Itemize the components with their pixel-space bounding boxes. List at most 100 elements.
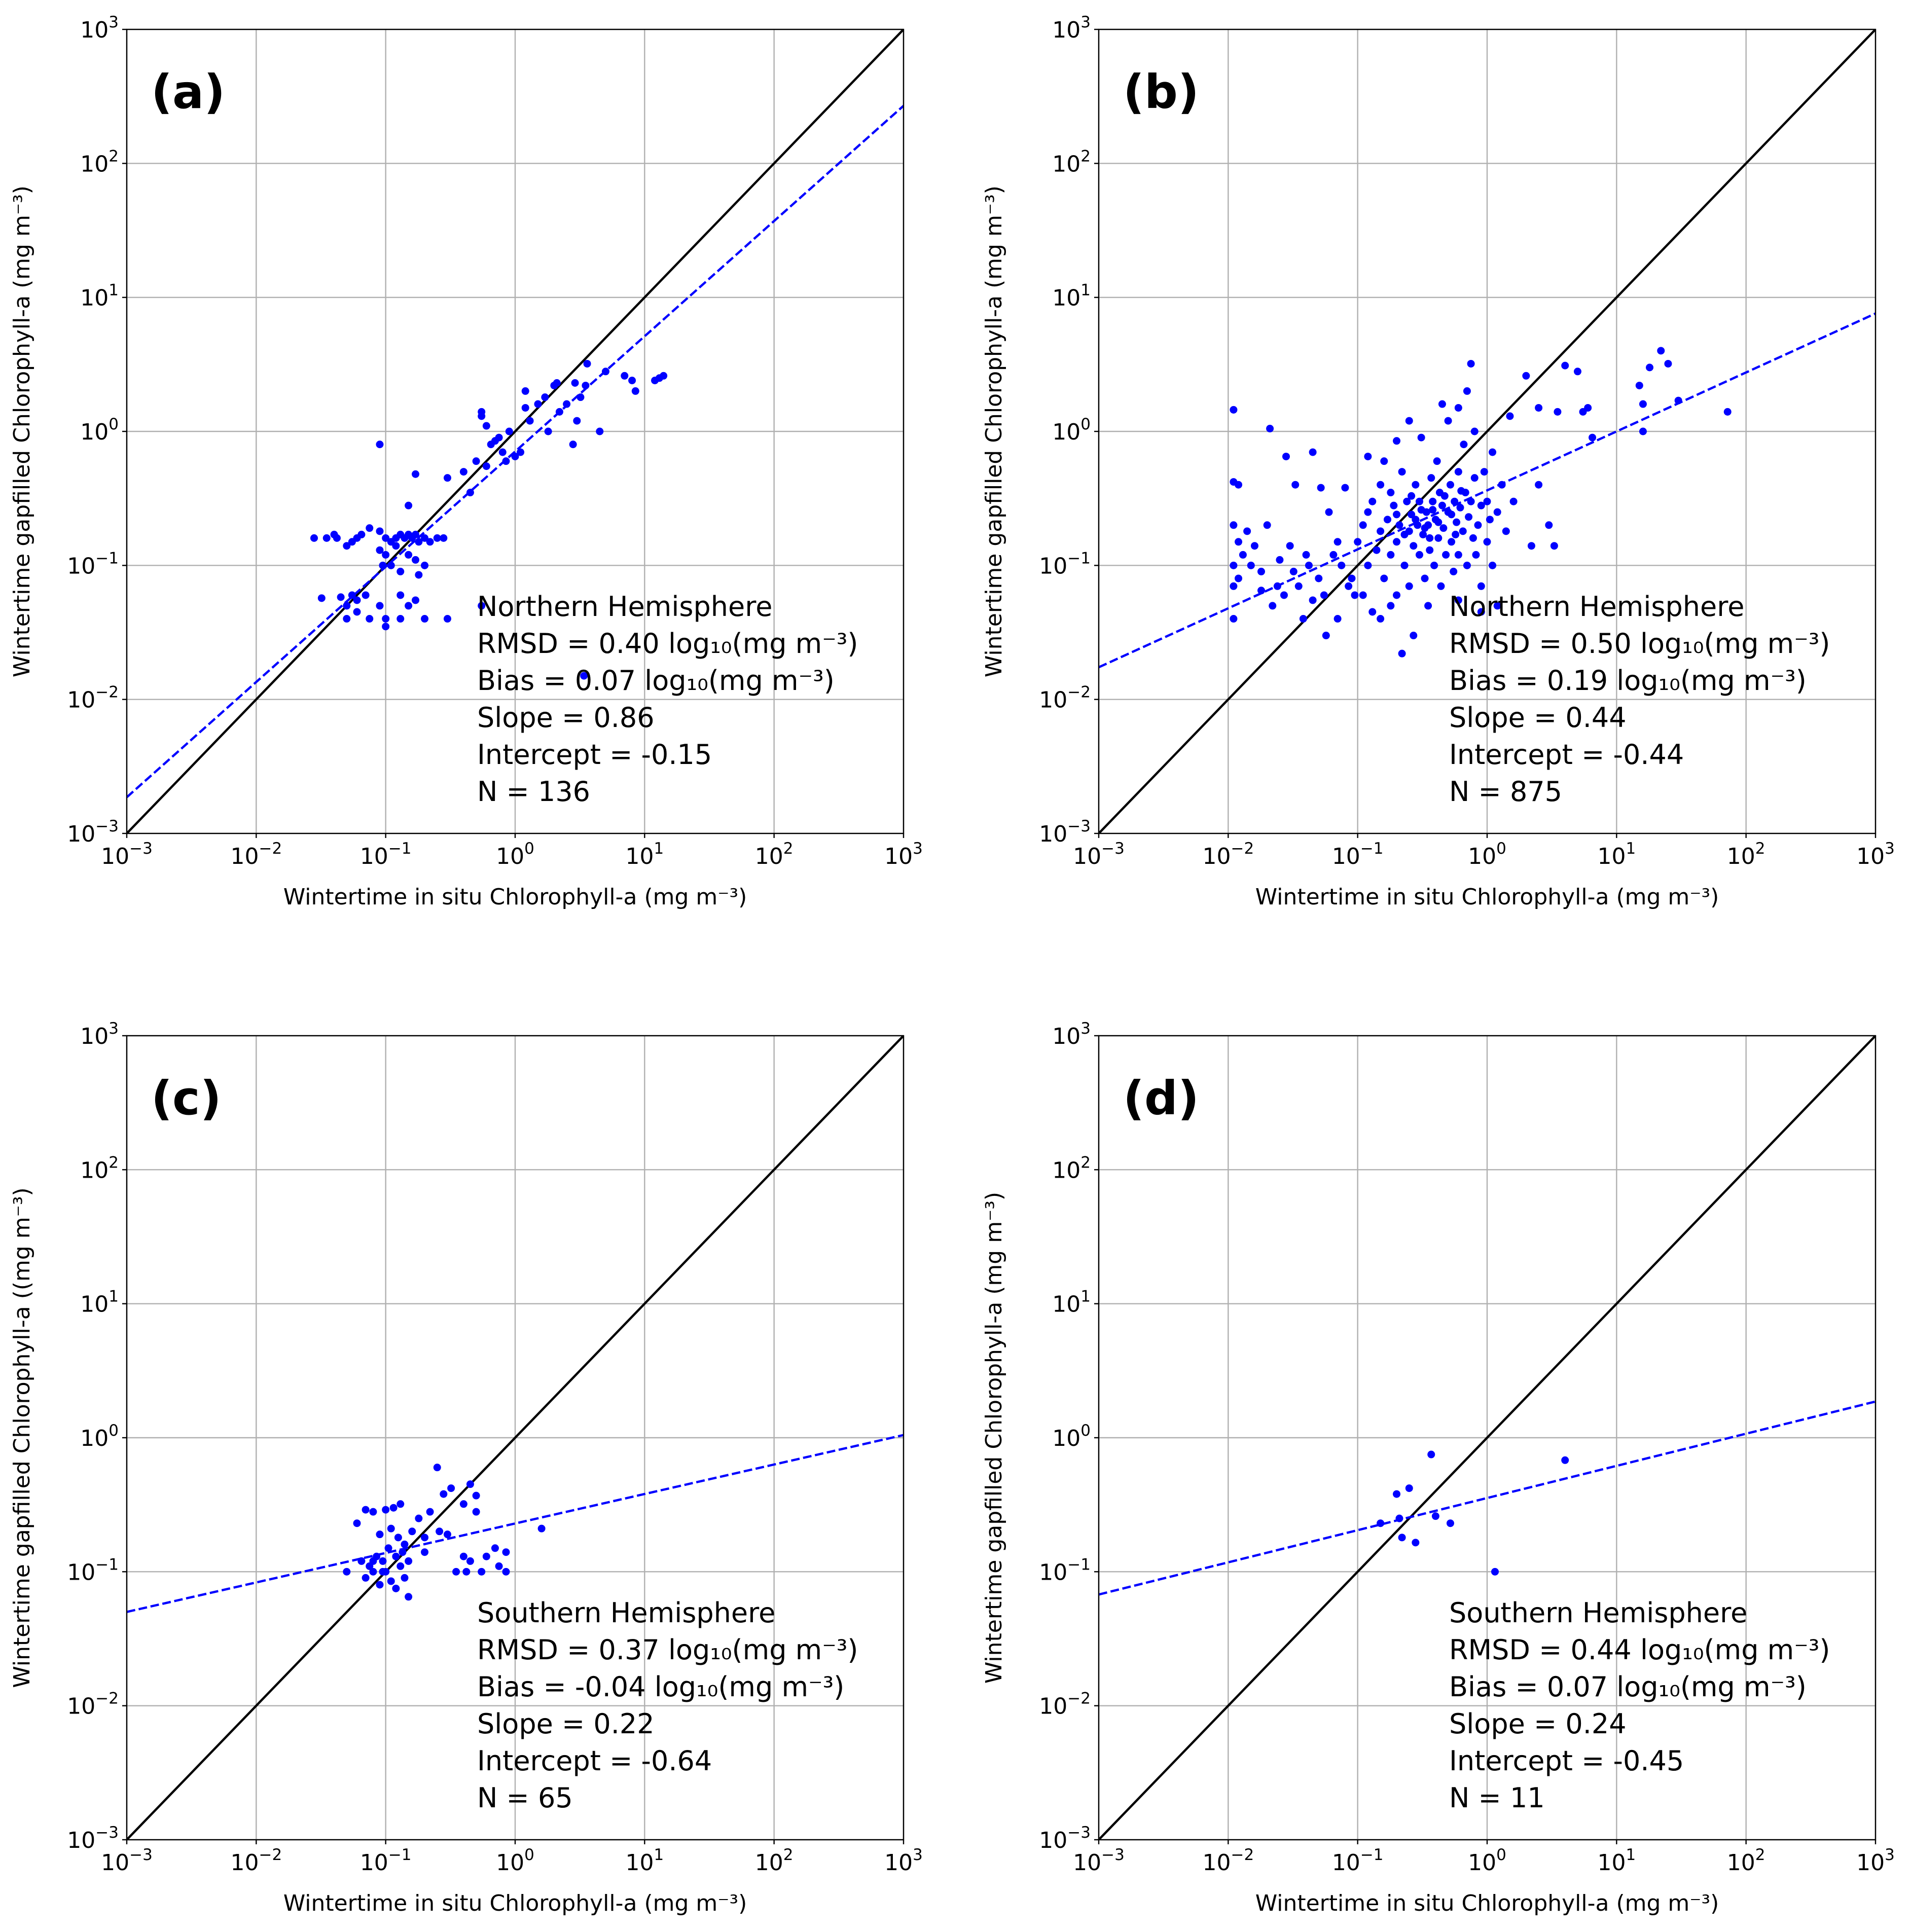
data-point (502, 457, 510, 465)
data-point (1451, 497, 1459, 505)
panel-label: (d) (1123, 1071, 1199, 1125)
tick-exponent: −3 (95, 817, 119, 835)
data-point (1452, 530, 1460, 538)
data-point (521, 404, 529, 412)
panel-label: (c) (151, 1071, 222, 1125)
data-point (1235, 538, 1243, 546)
y-tick-label: 10−3 (1039, 817, 1091, 847)
tick-base: 10 (360, 844, 388, 869)
x-axis-label: Wintertime in situ Chlorophyll-a (mg m⁻³… (1255, 1890, 1719, 1916)
tick-exponent: 2 (1755, 1846, 1765, 1864)
data-point (526, 417, 534, 425)
data-point (478, 1568, 486, 1576)
tick-base: 10 (230, 844, 259, 869)
data-point (1299, 615, 1307, 623)
data-point (1561, 1456, 1569, 1464)
tick-exponent: 2 (783, 1846, 794, 1864)
data-point (353, 1519, 361, 1527)
regression-fit-line (127, 104, 904, 798)
data-point (376, 546, 384, 554)
y-tick-label: 100 (80, 1421, 119, 1451)
data-point (1446, 481, 1454, 489)
stats-line: Bias = 0.19 log₁₀(mg m⁻³) (1449, 665, 1807, 697)
tick-exponent: 2 (1755, 840, 1765, 858)
data-point (498, 448, 507, 456)
plot-area (1099, 29, 1876, 833)
data-point (415, 1514, 423, 1522)
data-point (396, 591, 405, 599)
data-point (1470, 474, 1479, 482)
data-point (1483, 538, 1491, 546)
data-point (396, 615, 405, 623)
data-point (1302, 551, 1310, 559)
data-point (1493, 508, 1501, 516)
stats-line: RMSD = 0.44 log₁₀(mg m⁻³) (1449, 1634, 1830, 1666)
tick-exponent: 3 (1080, 1019, 1091, 1038)
data-point (405, 551, 413, 559)
stats-line: Slope = 0.24 (1449, 1708, 1627, 1740)
panel-c: 10−310−310−210−210−110−11001001011011021… (9, 1019, 923, 1916)
data-point (1467, 497, 1475, 505)
y-tick-label: 100 (1052, 1421, 1091, 1451)
data-point (405, 602, 413, 610)
data-point (1380, 574, 1388, 582)
tick-base: 10 (1052, 1426, 1080, 1451)
x-tick-label: 101 (1597, 840, 1636, 869)
y-tick-label: 10−1 (1039, 1555, 1091, 1585)
data-point (1469, 534, 1477, 542)
tick-exponent: 3 (1885, 1846, 1895, 1864)
data-point (382, 551, 390, 559)
data-point (1430, 561, 1438, 569)
data-point (337, 593, 345, 601)
data-point (1437, 582, 1445, 590)
hemisphere-label: Northern Hemisphere (1449, 591, 1744, 623)
data-point (353, 608, 361, 616)
data-point (1454, 468, 1462, 476)
y-tick-label: 10−2 (1039, 1690, 1091, 1720)
stats-line: Intercept = -0.15 (477, 739, 712, 771)
data-point (601, 368, 609, 376)
data-point (1674, 396, 1682, 405)
data-point (459, 468, 467, 476)
data-point (396, 1562, 405, 1570)
data-point (1230, 582, 1238, 590)
data-point (1456, 503, 1464, 512)
tick-base: 10 (1052, 1292, 1080, 1318)
data-point (382, 615, 390, 623)
data-point (1387, 489, 1395, 497)
data-point (376, 1530, 384, 1539)
data-point (596, 427, 604, 435)
data-point (1433, 457, 1441, 465)
data-point (563, 400, 571, 408)
tick-base: 10 (1856, 844, 1885, 869)
tick-base: 10 (80, 1157, 109, 1183)
data-point (1377, 481, 1385, 489)
data-point (1415, 497, 1423, 505)
data-point (1535, 481, 1543, 489)
tick-base: 10 (1039, 1828, 1067, 1853)
data-point (1291, 481, 1300, 489)
data-point (544, 427, 552, 435)
data-point (1589, 433, 1597, 442)
tick-base: 10 (80, 1426, 109, 1451)
data-point (1635, 381, 1643, 389)
data-point (517, 448, 525, 456)
panel-label: (a) (151, 65, 225, 119)
data-point (472, 1508, 480, 1516)
data-point (343, 542, 351, 550)
data-point (1269, 602, 1277, 610)
data-point (505, 427, 513, 435)
data-point (396, 567, 405, 575)
data-point (440, 1490, 448, 1498)
data-point (1250, 542, 1258, 550)
tick-base: 10 (1052, 419, 1080, 445)
data-point (1477, 501, 1485, 509)
data-point (1398, 649, 1406, 658)
data-point (511, 452, 519, 460)
data-point (362, 1506, 370, 1514)
data-point (376, 602, 384, 610)
data-point (1333, 615, 1342, 623)
data-point (1457, 487, 1465, 495)
tick-base: 10 (360, 1850, 388, 1876)
